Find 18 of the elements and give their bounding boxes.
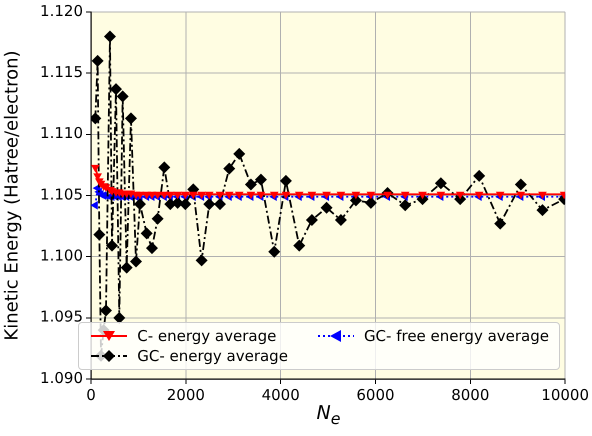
x-axis-title: N$_{e}$ [316, 402, 342, 428]
y-tick-label: 1.100 [40, 246, 83, 265]
x-tick-label: 4000 [262, 386, 300, 404]
x-tick-label: 0 [86, 386, 96, 404]
y-tick-label: 1.090 [40, 368, 83, 387]
y-tick-label: 1.095 [40, 308, 83, 326]
y-tick-label: 1.120 [40, 2, 83, 20]
y-tick-label: 1.110 [40, 124, 83, 142]
y-tick-label: 1.105 [40, 185, 83, 204]
legend-label: GC- energy average [137, 347, 288, 365]
legend-label: GC- free energy average [364, 327, 549, 345]
x-tick-label: 2000 [166, 386, 205, 404]
y-tick-label: 1.115 [40, 63, 83, 82]
x-tick-label: 10000 [541, 386, 589, 404]
legend-label: C- energy average [137, 327, 276, 345]
x-tick-label: 8000 [451, 386, 490, 404]
y-axis-title: Kinetic Energy (Hatree/electron) [1, 50, 22, 341]
x-tick-label: 6000 [356, 386, 395, 404]
